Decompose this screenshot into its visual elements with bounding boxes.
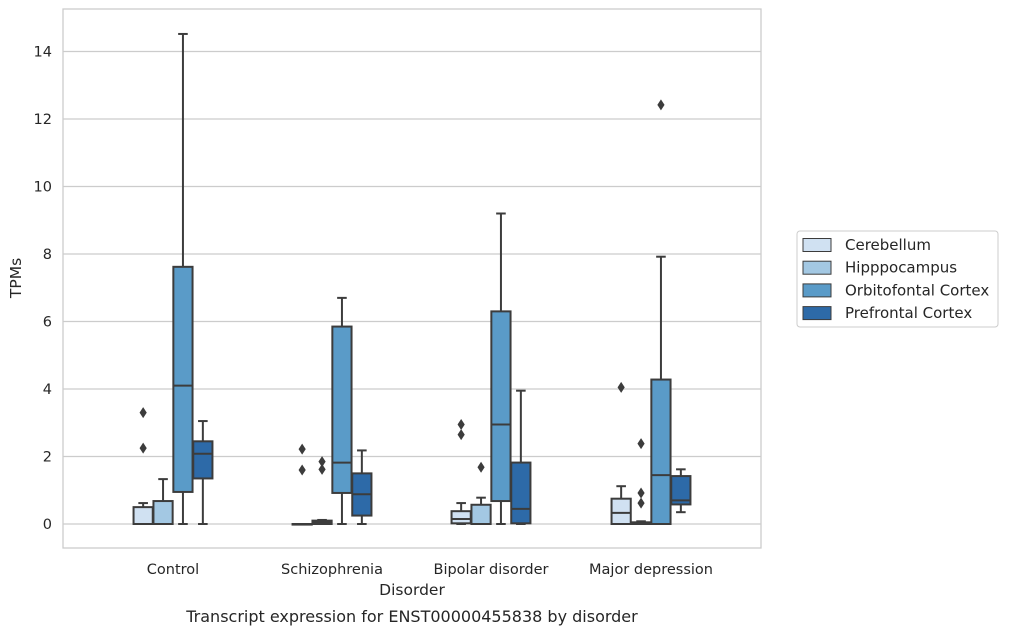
legend: Cerebellum Hipppocampus Orbitofontal Corte… [796,230,999,328]
plot-frame [62,8,762,549]
y-tick-label: 12 [34,112,52,128]
box-body [510,461,532,525]
legend-swatch [802,283,832,298]
box-body [670,475,692,506]
outlier-point [657,99,665,111]
y-axis-label: TPMs [7,258,25,299]
outlier-point [617,381,625,393]
boxes [132,32,692,526]
outlier-point [298,443,306,455]
box-body [331,325,353,494]
box-body [192,440,214,480]
legend-label: Orbitofontal Cortex [845,281,989,299]
x-tick-labels: Control Schizophrenia Bipolar disorder Majo… [147,562,713,578]
outlier-point [637,438,645,450]
y-tick-label: 4 [43,382,52,398]
outlier-point [477,461,485,473]
box-body [152,500,174,525]
box-orbitofontal-cortex-0 [172,32,194,525]
legend-swatch [802,238,832,252]
outlier-point [637,487,645,499]
x-tick-label: Control [147,562,199,578]
outlier-point [139,407,147,419]
outlier-point [139,442,147,454]
box-body [132,506,154,525]
outlier-point [457,418,465,430]
legend-item: Orbitofontal Cortex [802,281,989,299]
box-body [650,378,672,525]
box-prefrontal-cortex-0 [192,420,214,525]
box-cerebellum-2 [450,418,472,525]
legend-label: Hipppocampus [845,259,957,277]
outlier-point [298,464,306,476]
x-tick-label: Schizophrenia [281,562,383,578]
box-body [172,265,194,493]
y-tick-label: 0 [43,517,52,533]
box-hipppocampus-0 [152,478,174,525]
outlier-point [637,497,645,509]
box-hipppocampus-2 [470,461,492,526]
box-body [470,503,492,526]
legend-label: Prefrontal Cortex [845,304,972,322]
box-body [490,310,512,503]
y-tick-label: 2 [43,450,52,466]
figure-caption: Transcript expression for ENST0000045583… [185,607,638,626]
box-orbitofontal-cortex-3 [650,99,672,525]
outlier-point [318,456,326,468]
box-prefrontal-cortex-1 [351,449,373,525]
box-orbitofontal-cortex-1 [331,296,353,525]
legend-item: Hipppocampus [802,259,957,277]
box-cerebellum-1 [291,443,313,526]
legend-frame [796,230,999,328]
x-tick-label: Major depression [589,562,713,578]
y-tick-label: 6 [43,315,52,331]
box-prefrontal-cortex-2 [510,389,532,525]
legend-swatch [802,306,832,321]
y-tick-label: 8 [43,247,52,263]
x-axis-label: Disorder [379,581,445,599]
y-tick-label: 10 [34,180,52,196]
box-body [610,497,632,525]
legend-item: Cerebellum [802,236,931,254]
box-hipppocampus-1 [311,456,333,525]
outlier-point [318,463,326,475]
box-hipppocampus-3 [630,438,652,525]
y-tick-label: 14 [34,45,52,61]
legend-label: Cerebellum [845,236,931,254]
box-orbitofontal-cortex-2 [490,212,512,525]
y-tick-labels: 0 2 4 6 8 10 12 14 [34,45,52,534]
legend-swatch [802,260,832,275]
legend-item: Prefrontal Cortex [802,304,972,322]
box-body [450,510,472,525]
box-cerebellum-0 [132,407,154,525]
box-prefrontal-cortex-3 [670,468,692,514]
x-tick-label: Bipolar disorder [434,562,549,578]
box-cerebellum-3 [610,381,632,525]
outlier-point [457,429,465,441]
